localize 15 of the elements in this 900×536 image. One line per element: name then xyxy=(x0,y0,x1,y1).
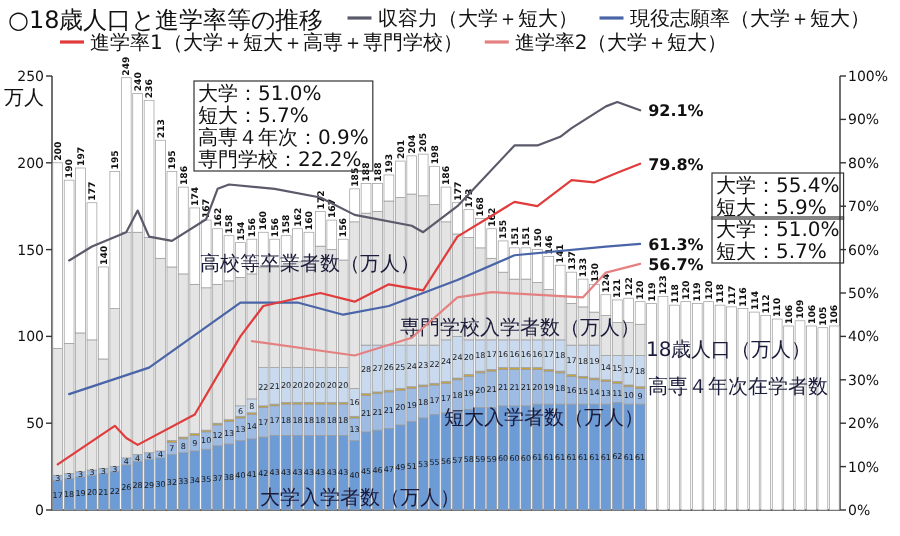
annotation: 大学：51.0% 短大：5.7% xyxy=(711,216,845,264)
data-label: 61.3% xyxy=(648,235,704,254)
legend-label: 収容力（大学＋短大） xyxy=(377,7,578,31)
data-label: 92.1% xyxy=(648,102,704,121)
annotation: 大学：55.4% 短大：5.9% xyxy=(711,172,845,220)
ylabel: 万人 xyxy=(4,88,44,110)
series-name: 高専４年次在学者数 xyxy=(648,376,829,399)
series-name: 高校等卒業者数（万人） xyxy=(200,254,420,276)
series-name: 18歳人口（万人） xyxy=(646,340,812,362)
data-label: 79.8% xyxy=(648,155,704,174)
title: ○18歳人口と進学率等の推移 xyxy=(8,6,324,34)
legend-label: 現役志願率（大学＋短大） xyxy=(629,7,870,31)
data-label: 56.7% xyxy=(648,255,704,274)
legend-label: 進学率2（大学＋短大） xyxy=(514,31,728,55)
legend-label: 進学率1（大学＋短大＋高専＋専門学校） xyxy=(90,31,463,55)
